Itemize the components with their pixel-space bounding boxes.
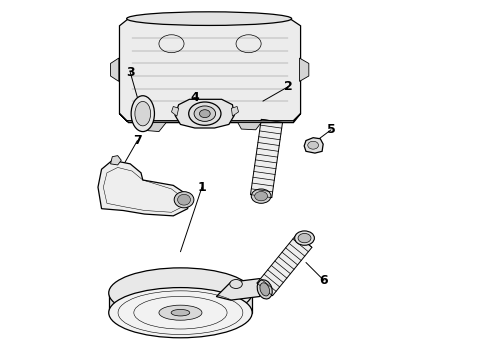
Polygon shape <box>120 19 300 121</box>
Text: 1: 1 <box>197 181 206 194</box>
Text: 5: 5 <box>327 123 336 136</box>
Ellipse shape <box>109 268 252 318</box>
Polygon shape <box>111 156 122 165</box>
Polygon shape <box>111 58 119 81</box>
Ellipse shape <box>171 310 190 316</box>
Text: 3: 3 <box>126 66 135 79</box>
Polygon shape <box>238 123 261 130</box>
Text: 4: 4 <box>191 91 199 104</box>
Text: 6: 6 <box>319 274 328 287</box>
Ellipse shape <box>194 106 216 121</box>
Ellipse shape <box>174 192 194 208</box>
Polygon shape <box>120 114 300 123</box>
Polygon shape <box>257 235 312 296</box>
Polygon shape <box>145 123 166 132</box>
Ellipse shape <box>109 288 252 338</box>
Ellipse shape <box>199 110 210 118</box>
Ellipse shape <box>131 96 154 132</box>
Ellipse shape <box>230 279 243 288</box>
Ellipse shape <box>257 280 272 299</box>
Text: 2: 2 <box>284 80 293 93</box>
Ellipse shape <box>298 233 311 243</box>
Ellipse shape <box>260 283 270 296</box>
Polygon shape <box>231 107 239 116</box>
Polygon shape <box>216 279 267 300</box>
Polygon shape <box>299 58 309 81</box>
Text: 7: 7 <box>133 134 142 147</box>
Polygon shape <box>304 138 323 153</box>
Ellipse shape <box>135 102 151 126</box>
Ellipse shape <box>159 305 202 320</box>
Ellipse shape <box>126 12 292 26</box>
Ellipse shape <box>255 192 268 201</box>
Polygon shape <box>172 107 179 116</box>
Ellipse shape <box>308 141 319 149</box>
Ellipse shape <box>251 189 271 203</box>
Ellipse shape <box>177 194 191 205</box>
Polygon shape <box>175 99 234 128</box>
Polygon shape <box>250 119 283 198</box>
Ellipse shape <box>189 102 221 125</box>
Polygon shape <box>109 293 252 313</box>
Ellipse shape <box>294 231 315 245</box>
Polygon shape <box>98 160 190 216</box>
